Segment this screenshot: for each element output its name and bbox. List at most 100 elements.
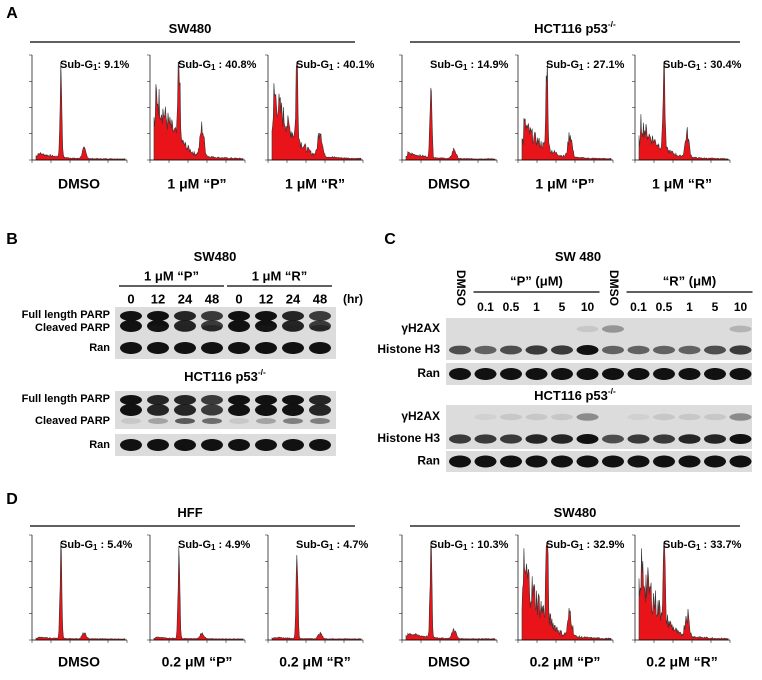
dose-label: 5 bbox=[559, 300, 566, 314]
band bbox=[175, 418, 195, 424]
annotation-prefix: Sub-G bbox=[296, 539, 329, 551]
band bbox=[576, 434, 599, 444]
band bbox=[283, 325, 303, 331]
band bbox=[576, 368, 599, 380]
row-label: Cleaved PARP bbox=[35, 322, 110, 334]
blot-background bbox=[446, 429, 752, 449]
band bbox=[147, 311, 169, 321]
band bbox=[449, 345, 471, 355]
band bbox=[602, 368, 624, 380]
band bbox=[653, 368, 675, 380]
annotation-prefix: Sub-G bbox=[546, 539, 579, 551]
histogram bbox=[153, 547, 244, 641]
condition-label: 0.2 μM “P” bbox=[530, 654, 601, 670]
band bbox=[729, 413, 752, 421]
band bbox=[121, 418, 141, 424]
dmso-label: DMSO bbox=[454, 270, 468, 306]
band bbox=[174, 311, 196, 321]
lane-label: 24 bbox=[178, 291, 193, 306]
band bbox=[704, 345, 726, 355]
blot-background bbox=[115, 434, 336, 456]
annotation-prefix: Sub-G bbox=[663, 539, 696, 551]
band bbox=[525, 345, 548, 355]
annotation-subscript: 1 bbox=[696, 543, 701, 552]
condition-label: 0.2 μM “R” bbox=[646, 654, 718, 670]
blot-background bbox=[446, 318, 752, 340]
sub-g1-annotation: Sub-G1 : 4.9% bbox=[178, 539, 251, 552]
dose-label: 10 bbox=[581, 300, 595, 314]
band bbox=[678, 345, 701, 355]
annotation-subscript: 1 bbox=[211, 63, 216, 72]
band bbox=[255, 395, 277, 405]
histogram bbox=[271, 62, 362, 161]
band bbox=[525, 368, 548, 380]
band bbox=[228, 404, 250, 416]
band bbox=[627, 345, 650, 355]
row-label: Full length PARP bbox=[22, 309, 110, 321]
sub-g1-annotation: Sub-G1 : 14.9% bbox=[430, 59, 509, 72]
band bbox=[678, 455, 701, 468]
treatment-label: “R” (μM) bbox=[663, 273, 716, 288]
annotation-suffix: : 10.3% bbox=[467, 539, 508, 551]
dose-label: 5 bbox=[712, 300, 719, 314]
panel-label: A bbox=[6, 5, 18, 22]
group-title-text: SW480 bbox=[554, 505, 597, 520]
band bbox=[228, 311, 250, 321]
treatment-label: 1 μM “P” bbox=[144, 268, 199, 283]
annotation-suffix: : 4.7% bbox=[333, 539, 368, 551]
condition-label: DMSO bbox=[428, 176, 470, 192]
band bbox=[174, 404, 196, 416]
band bbox=[525, 434, 548, 444]
band bbox=[551, 413, 573, 421]
band bbox=[551, 368, 573, 380]
blot-background bbox=[115, 337, 336, 359]
band bbox=[474, 413, 497, 421]
condition-label: 1 μM “R” bbox=[652, 176, 712, 192]
annotation-prefix: Sub-G bbox=[296, 59, 329, 71]
condition-label: 1 μM “P” bbox=[535, 176, 594, 192]
band bbox=[627, 455, 650, 468]
lane-label: 12 bbox=[259, 291, 273, 306]
blot-title: SW 480 bbox=[555, 249, 601, 264]
band bbox=[525, 413, 548, 421]
band bbox=[729, 434, 752, 444]
band bbox=[147, 342, 169, 354]
band bbox=[282, 342, 304, 354]
group-title: SW480 bbox=[169, 21, 212, 36]
annotation-prefix: Sub-G bbox=[178, 59, 211, 71]
band bbox=[228, 320, 250, 332]
band bbox=[174, 395, 196, 405]
annotation-suffix: : 5.4% bbox=[97, 539, 132, 551]
annotation-prefix: Sub-G bbox=[178, 539, 211, 551]
treatment-label: 1 μM “R” bbox=[252, 268, 308, 283]
band bbox=[627, 434, 650, 444]
band bbox=[729, 455, 752, 468]
band bbox=[201, 342, 223, 354]
dose-label: 0.1 bbox=[630, 300, 647, 314]
band bbox=[474, 455, 497, 468]
band bbox=[309, 342, 331, 354]
band bbox=[602, 345, 624, 355]
sub-g1-annotation: Sub-G1 : 40.8% bbox=[178, 59, 257, 72]
sub-g1-annotation: Sub-G1 : 40.1% bbox=[296, 59, 375, 72]
band bbox=[678, 368, 701, 380]
lane-label: 48 bbox=[313, 291, 327, 306]
band bbox=[500, 368, 522, 380]
group-title-sup: -/- bbox=[608, 19, 616, 29]
band bbox=[729, 325, 752, 333]
band bbox=[309, 439, 331, 451]
sub-g1-annotation: Sub-G1 : 5.4% bbox=[60, 539, 133, 552]
group-title-text: HCT116 p53 bbox=[534, 21, 608, 36]
band bbox=[201, 439, 223, 451]
row-label: Ran bbox=[417, 366, 440, 380]
blot-title-text: SW 480 bbox=[555, 249, 601, 264]
histogram bbox=[638, 542, 729, 641]
blot-title: SW480 bbox=[194, 249, 237, 264]
band bbox=[255, 311, 277, 321]
sub-g1-annotation: Sub-G1 : 30.4% bbox=[663, 59, 742, 72]
panel-label: D bbox=[6, 491, 18, 508]
band bbox=[449, 368, 471, 380]
band bbox=[147, 404, 169, 416]
condition-label: 1 μM “R” bbox=[285, 176, 345, 192]
band bbox=[255, 404, 277, 416]
